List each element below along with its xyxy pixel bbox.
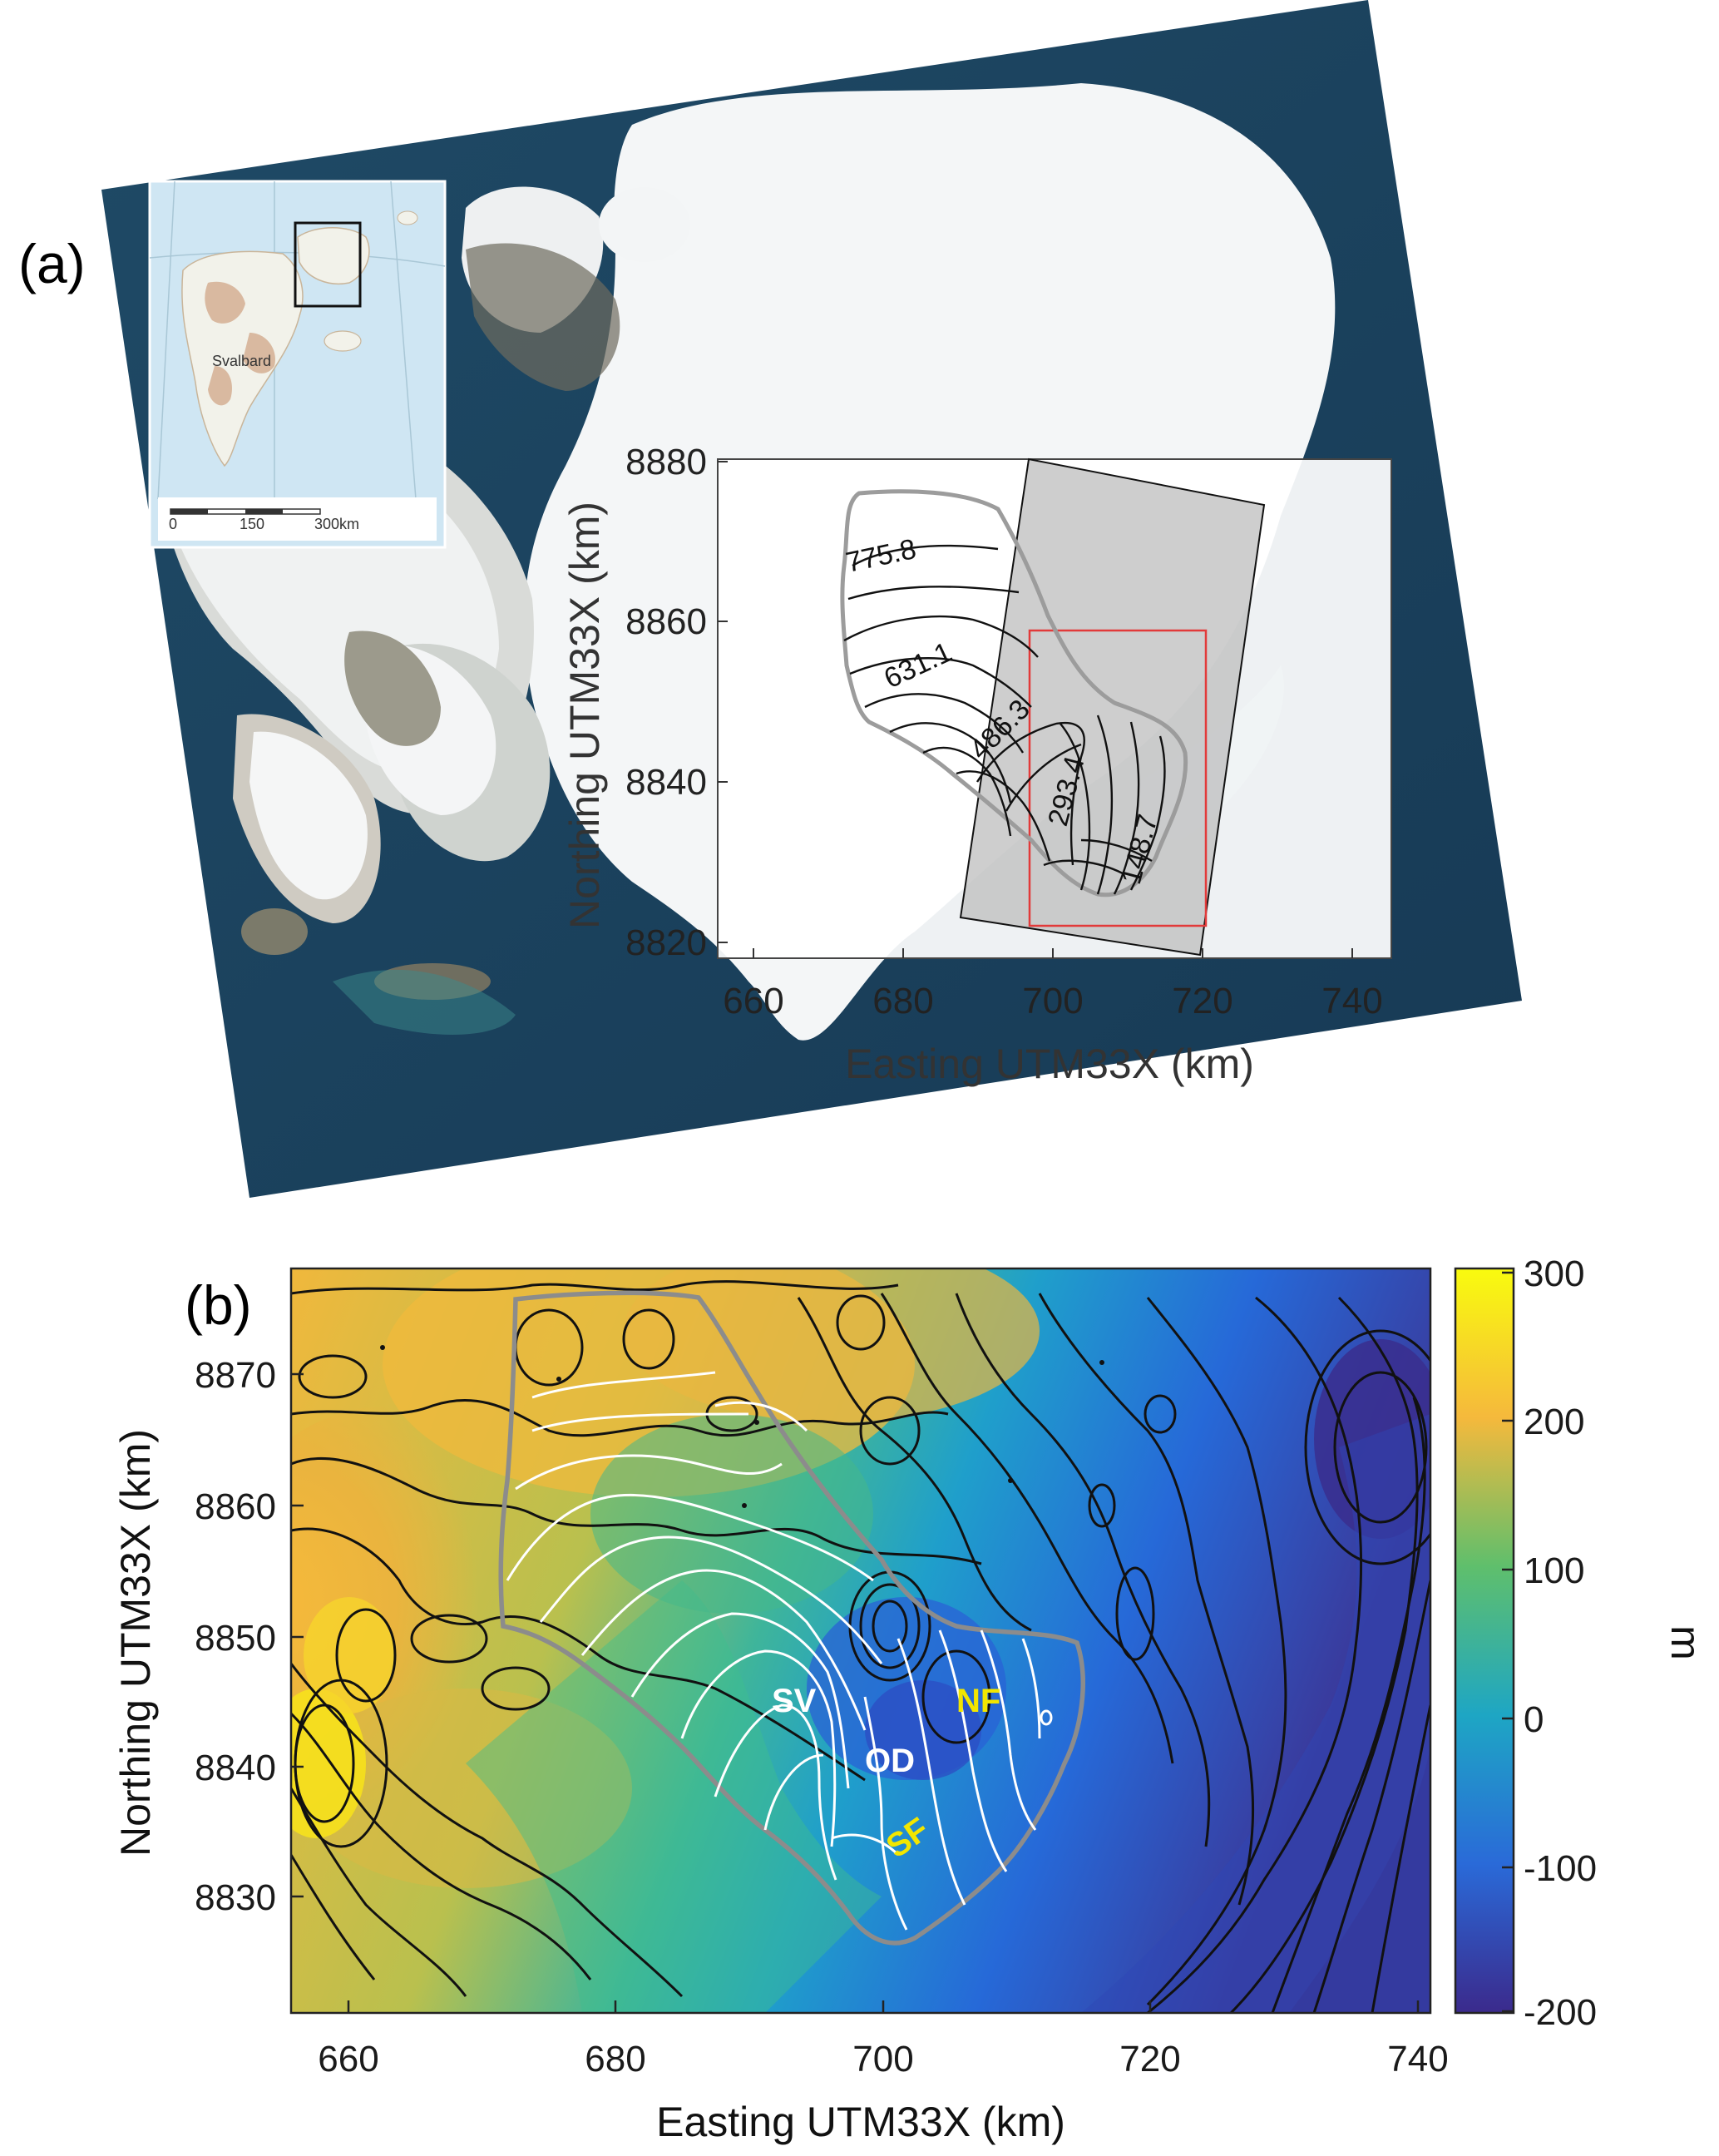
panel-a: Svalbard 0 150 300km: [18, 0, 1522, 1198]
ya-tick-8880: 8880: [625, 442, 707, 482]
inset-map: Svalbard 0 150 300km: [148, 180, 447, 549]
panel-b-frame: [289, 1267, 1432, 2015]
ya-tick-8860: 8860: [625, 601, 707, 642]
yb-tick-8830: 8830: [195, 1877, 276, 1918]
yb-tick-8840: 8840: [195, 1748, 276, 1788]
colorbar: 300 200 100 0 -100 -200 m: [1454, 1254, 1709, 2033]
inset-scale-0: 0: [169, 516, 177, 532]
inset-region-label: Svalbard: [212, 353, 271, 369]
bathymetry-contours: [291, 1280, 1430, 2013]
xa-tick-720: 720: [1172, 981, 1232, 1021]
panel-b-label: (b): [185, 1274, 252, 1336]
panel-b: (b): [112, 1254, 1709, 2145]
xa-tick-740: 740: [1321, 981, 1382, 1021]
xa-tick-660: 660: [723, 981, 783, 1021]
colorbar-unit: m: [1662, 1625, 1709, 1660]
panel-b-ylabel: Northing UTM33X (km): [112, 1429, 159, 1857]
ya-tick-8820: 8820: [625, 922, 707, 963]
xb-tick-740: 740: [1387, 2039, 1448, 2079]
surface-contours-b: [506, 1371, 1053, 1931]
cbar-tick-minus200: -200: [1524, 1992, 1597, 2033]
xa-tick-680: 680: [872, 981, 933, 1021]
bathymetry-map: SV OD NF SF: [291, 1268, 1430, 2013]
inset-scale-300: 300km: [314, 516, 359, 532]
panel-b-xlabel: Easting UTM33X (km): [656, 2099, 1065, 2145]
site-label-sv: SV: [772, 1683, 817, 1719]
cbar-tick-300: 300: [1524, 1254, 1584, 1294]
yb-tick-8860: 8860: [195, 1486, 276, 1527]
yb-tick-8870: 8870: [195, 1355, 276, 1396]
xb-tick-660: 660: [318, 2039, 378, 2079]
inset-scale-150: 150: [240, 516, 264, 532]
xb-tick-720: 720: [1119, 2039, 1180, 2079]
site-label-od: OD: [865, 1743, 915, 1779]
cbar-tick-minus100: -100: [1524, 1848, 1597, 1889]
xa-tick-700: 700: [1022, 981, 1083, 1021]
panel-a-label: (a): [18, 233, 86, 294]
xb-tick-680: 680: [585, 2039, 645, 2079]
cbar-tick-200: 200: [1524, 1402, 1584, 1442]
ya-tick-8840: 8840: [625, 762, 707, 803]
yb-tick-8850: 8850: [195, 1618, 276, 1659]
glacier-outline-b: [498, 1290, 1085, 1946]
site-label-nf: NF: [956, 1683, 1000, 1719]
panel-a-ylabel: Northing UTM33X (km): [561, 502, 608, 929]
cbar-tick-100: 100: [1524, 1550, 1584, 1591]
small-island: [599, 187, 690, 262]
cbar-tick-0: 0: [1524, 1699, 1544, 1740]
panel-a-xlabel: Easting UTM33X (km): [845, 1041, 1254, 1087]
panel-a-axes: 775.8 631.1 486.3 293.4 148.7 8880 8860 …: [561, 442, 1392, 1087]
xb-tick-700: 700: [852, 2039, 913, 2079]
surface-contours: [843, 544, 1166, 895]
